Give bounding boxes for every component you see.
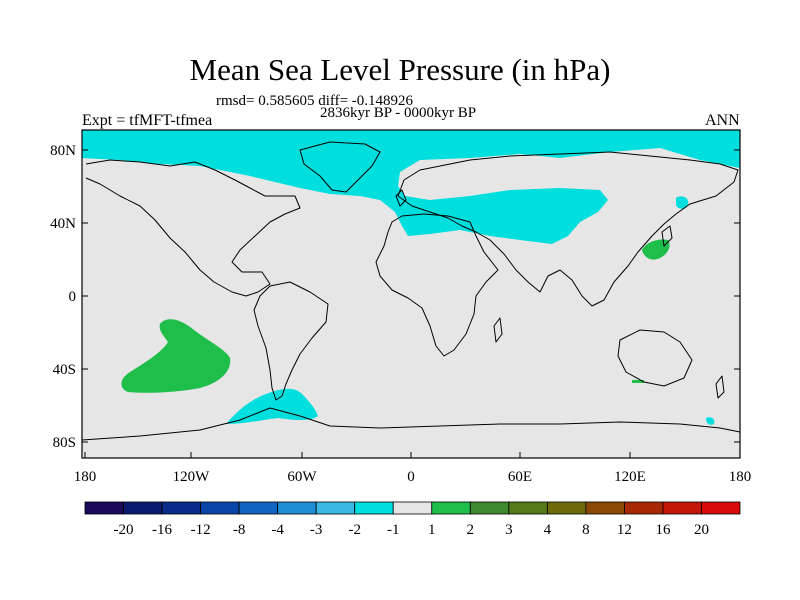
legend-swatch	[662, 501, 702, 515]
small-negative-region	[676, 196, 689, 209]
lat-label: 40S	[53, 362, 76, 378]
australia-coast	[617, 329, 693, 387]
season-label: ANN	[705, 112, 740, 129]
legend-swatch	[161, 501, 201, 515]
legend-label: 20	[694, 522, 709, 538]
lon-label: 60W	[287, 469, 317, 485]
uk-coast	[395, 189, 407, 207]
legend-swatch	[392, 501, 433, 515]
legend-swatch	[469, 501, 510, 515]
legend-label: 1	[428, 522, 436, 538]
legend-swatch	[200, 501, 240, 515]
lon-label: 120W	[173, 469, 211, 485]
legend-label: -16	[152, 522, 172, 538]
pacific-positive-region	[121, 319, 231, 393]
stats-label: rmsd= 0.585605 diff= -0.148926	[216, 93, 414, 109]
legend-swatch	[277, 501, 317, 515]
legend-label: -2	[348, 522, 361, 538]
legend-swatch	[624, 501, 664, 515]
legend-swatch	[84, 501, 124, 515]
legend-label: -3	[310, 522, 323, 538]
legend-label: 4	[544, 522, 552, 538]
experiment-label: Expt = tfMFT-tfmea	[82, 112, 213, 129]
coastlines	[81, 141, 741, 441]
legend-swatch	[354, 501, 394, 515]
arctic-negative-region	[82, 130, 740, 244]
greenland-coast	[299, 141, 381, 193]
legend-label: -20	[114, 522, 134, 538]
lon-label: 60E	[508, 469, 532, 485]
legend-swatch	[585, 501, 625, 515]
antarctica-coast	[81, 407, 741, 441]
eurasia-coast	[397, 151, 739, 307]
legend-label: 3	[505, 522, 513, 538]
legend-swatch	[701, 501, 741, 515]
longitude-axis: 180 120W 60W 0 60E 120E 180	[74, 452, 752, 485]
africa-coast	[375, 213, 499, 357]
legend-label: -1	[387, 522, 400, 538]
legend-label: 16	[655, 522, 671, 538]
lat-label: 40N	[50, 216, 76, 232]
latitude-axis: 80N 40N 0 40S 80S	[50, 143, 740, 451]
lon-label: 180	[729, 469, 752, 485]
lat-label: 80N	[50, 143, 76, 159]
legend-swatch	[508, 501, 548, 515]
south-america-coast	[253, 281, 329, 401]
legend-swatch	[546, 501, 587, 515]
lon-label: 0	[407, 469, 415, 485]
new-zealand-coast	[715, 375, 725, 399]
lon-label: 120E	[614, 469, 646, 485]
legend-label: 8	[582, 522, 590, 538]
north-america-coast	[85, 159, 301, 297]
japan-positive-region	[642, 239, 670, 260]
legend-label: -12	[191, 522, 211, 538]
map-background	[82, 130, 740, 458]
legend-label: 12	[617, 522, 632, 538]
legend-label: -8	[233, 522, 246, 538]
chart-title: Mean Sea Level Pressure (in hPa)	[189, 52, 611, 87]
period-label: 2836kyr BP - 0000kyr BP	[320, 105, 477, 121]
lat-label: 80S	[53, 435, 76, 451]
tiny-negative-region	[706, 417, 715, 425]
legend-swatch	[315, 501, 356, 515]
legend-swatch	[431, 501, 471, 515]
legend-label: -4	[271, 522, 284, 538]
lon-label: 180	[74, 469, 97, 485]
color-legend: -20 -16 -12 -8 -4 -3 -2 -1 1 2 3 4 8 12 16 20	[84, 501, 741, 538]
legend-label: 2	[467, 522, 475, 538]
lat-label: 0	[69, 289, 77, 305]
legend-swatch	[123, 501, 163, 515]
legend-swatch	[238, 501, 279, 515]
japan-coast	[661, 225, 673, 247]
madagascar-coast	[493, 317, 503, 343]
